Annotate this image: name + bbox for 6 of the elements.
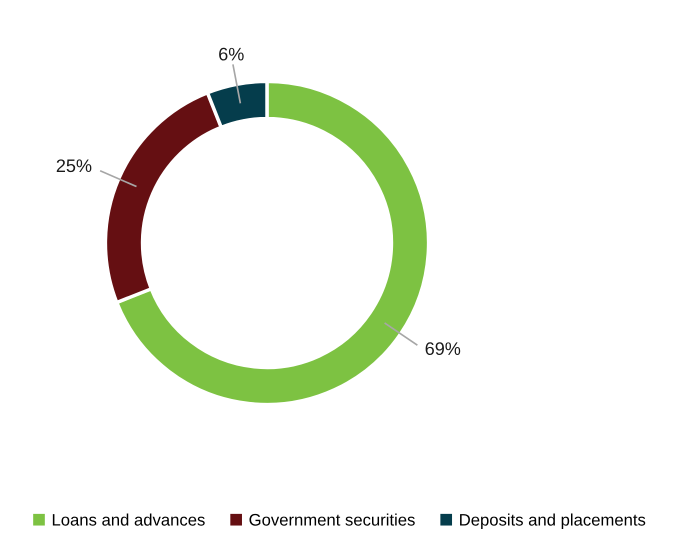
data-label: 25% <box>56 159 92 172</box>
legend-label: Loans and advances <box>52 513 205 526</box>
legend-label: Deposits and placements <box>460 513 646 529</box>
data-label: 6% <box>219 48 244 61</box>
data-label: 69% <box>426 342 460 356</box>
legend-label: Government securities <box>249 513 415 526</box>
